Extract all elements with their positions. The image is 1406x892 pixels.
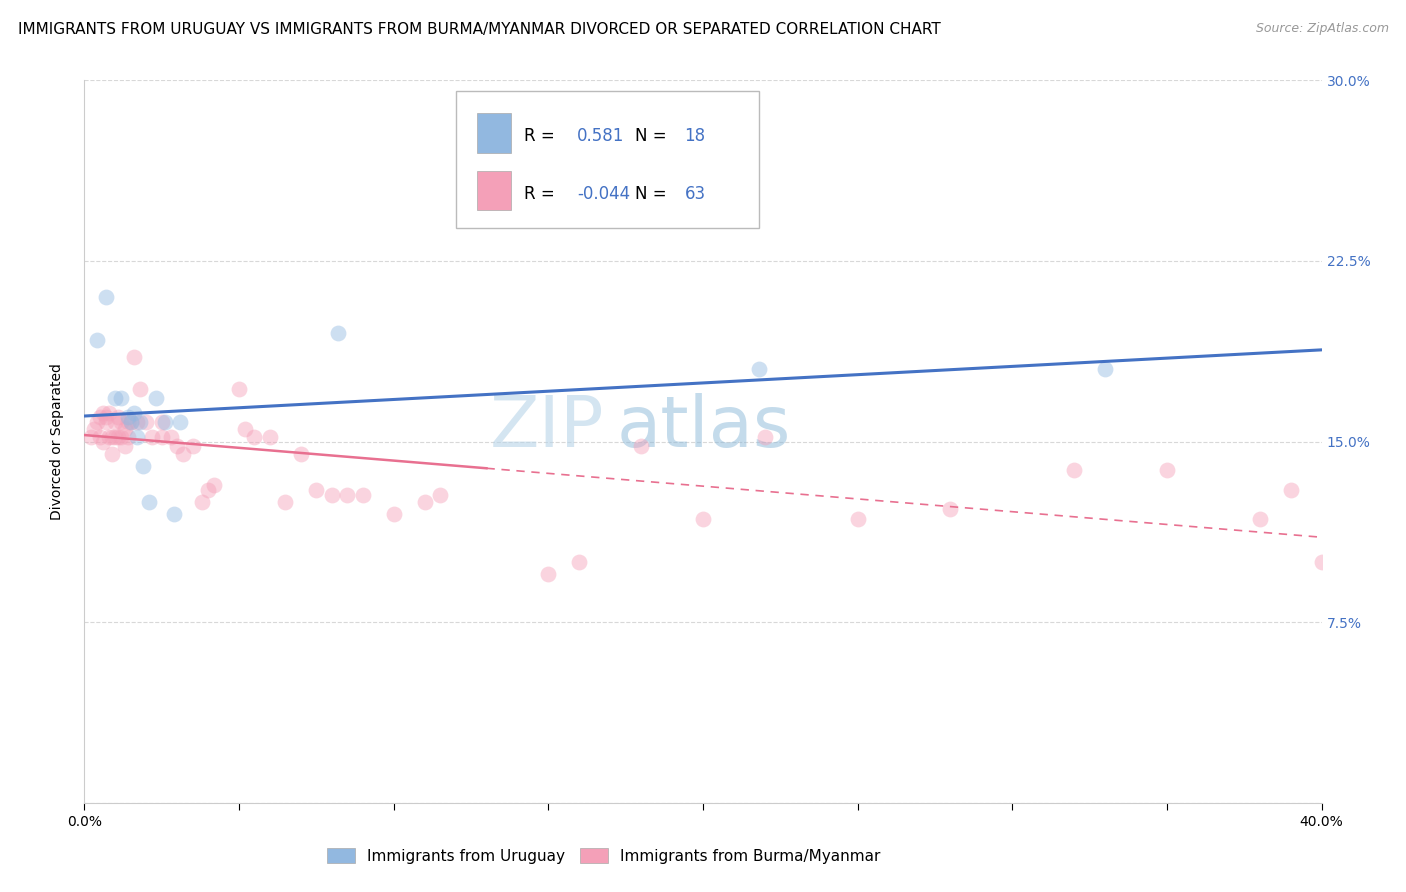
Point [138,494,160,508]
Point [89,430,111,444]
Point [129,382,152,396]
Point [413,494,436,508]
Text: R =: R = [523,185,560,203]
Point [305,483,328,497]
Point [107,430,129,444]
Point [110,391,132,405]
Point [169,415,191,429]
Point [120,415,142,429]
Point [537,567,560,582]
Text: atlas: atlas [616,392,790,461]
Point [846,511,869,525]
Point [1249,511,1271,525]
Bar [477,170,512,211]
Point [1063,463,1085,477]
Point [382,507,405,521]
Point [122,350,145,364]
Point [89,410,111,425]
Point [754,430,776,444]
Point [1094,362,1116,376]
Point [748,362,770,376]
Point [326,326,349,340]
Point [110,430,132,444]
Text: N =: N = [636,185,672,203]
Point [202,478,225,492]
Text: ZIP: ZIP [489,392,605,461]
Point [163,507,186,521]
Point [135,415,157,429]
Point [172,446,194,460]
Point [1310,555,1333,569]
Point [94,290,117,304]
Point [83,422,105,436]
Point [336,487,359,501]
Point [91,434,114,449]
Point [1279,483,1302,497]
Point [692,511,714,525]
Point [114,422,136,436]
Text: Source: ZipAtlas.com: Source: ZipAtlas.com [1256,22,1389,36]
Point [233,422,256,436]
Text: R =: R = [523,128,560,145]
Point [120,415,142,429]
Point [86,334,108,348]
Point [166,439,188,453]
Point [259,430,281,444]
Point [110,415,132,429]
Point [290,446,312,460]
Point [191,494,214,508]
Point [107,410,129,425]
Point [114,439,136,453]
Text: IMMIGRANTS FROM URUGUAY VS IMMIGRANTS FROM BURMA/MYANMAR DIVORCED OR SEPARATED C: IMMIGRANTS FROM URUGUAY VS IMMIGRANTS FR… [18,22,941,37]
Point [94,410,117,425]
Text: N =: N = [636,128,672,145]
Y-axis label: Divorced or Separated: Divorced or Separated [49,363,63,520]
Point [129,415,152,429]
Point [197,483,219,497]
Point [101,446,124,460]
Point [104,391,127,405]
Point [104,415,127,429]
Point [153,415,176,429]
Point [228,382,250,396]
Point [94,415,117,429]
Point [125,430,148,444]
Point [91,406,114,420]
FancyBboxPatch shape [456,91,759,228]
Point [181,439,204,453]
Point [98,430,121,444]
Point [98,406,121,420]
Point [274,494,297,508]
Point [630,439,652,453]
Point [104,430,127,444]
Point [429,487,451,501]
Legend: Immigrants from Uruguay, Immigrants from Burma/Myanmar: Immigrants from Uruguay, Immigrants from… [328,847,880,863]
Point [145,391,167,405]
Point [321,487,343,501]
Point [101,430,124,444]
Point [160,430,183,444]
Point [568,555,591,569]
Point [125,415,148,429]
Bar [477,112,512,153]
Point [243,430,266,444]
Text: 0.581: 0.581 [576,128,624,145]
Point [352,487,374,501]
Point [132,458,155,473]
Text: -0.044: -0.044 [576,185,630,203]
Point [117,410,139,425]
Point [122,406,145,420]
Text: 63: 63 [685,185,706,203]
Text: 18: 18 [685,128,706,145]
Point [150,415,173,429]
Point [1156,463,1178,477]
Point [79,430,101,444]
Point [86,415,108,429]
Point [117,430,139,444]
Point [150,430,173,444]
Point [117,415,139,429]
Point [141,430,163,444]
Point [939,502,962,516]
